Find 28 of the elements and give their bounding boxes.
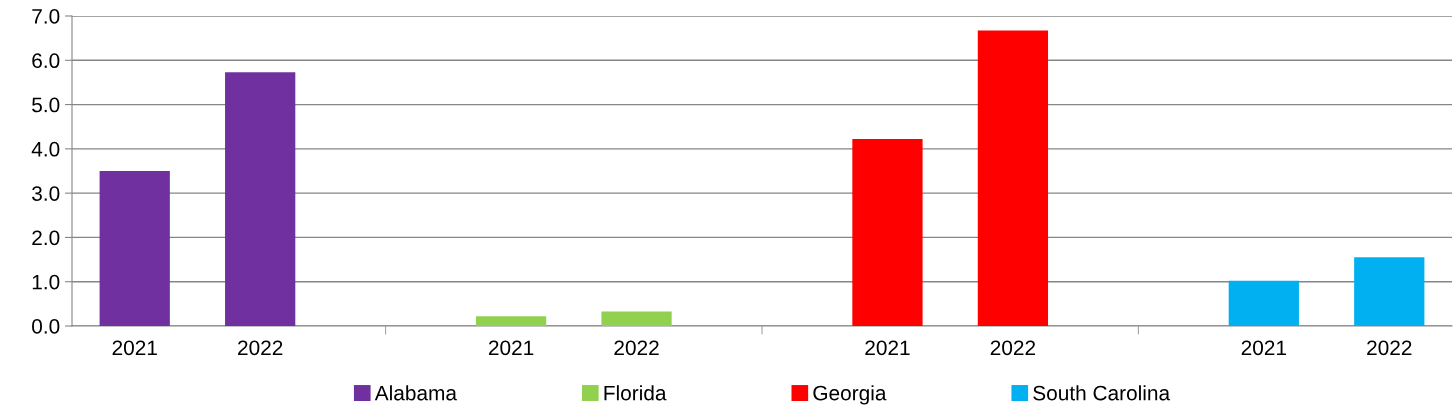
x-tick-label: 2021 — [865, 340, 910, 356]
y-tick-label: 5.0 — [32, 97, 60, 113]
y-tick-label: 6.0 — [32, 53, 60, 69]
y-tick-label: 0.0 — [32, 319, 60, 334]
y-tick-label: 4.0 — [31, 141, 60, 157]
legend-label: South Carolina — [1033, 385, 1171, 401]
y-tick-label: 3.0 — [32, 186, 60, 201]
x-tick-label: 2022 — [614, 340, 659, 356]
bar — [1228, 280, 1299, 326]
legend-label: Georgia — [813, 385, 887, 405]
y-tick-label: 2.0 — [32, 230, 60, 246]
x-tick-label: 2021 — [488, 340, 534, 356]
bar — [475, 316, 547, 326]
x-tick-label: 2022 — [1367, 340, 1412, 356]
bar — [977, 30, 1049, 326]
x-tick-label: 2021 — [1241, 340, 1286, 356]
bar — [225, 72, 296, 326]
bar — [601, 311, 672, 326]
x-tick-label: 2022 — [238, 340, 283, 356]
y-tick-label: 1.0 — [32, 274, 60, 290]
bar — [1354, 257, 1425, 326]
x-tick-label: 2022 — [990, 340, 1036, 356]
bar — [99, 171, 170, 326]
bar — [852, 139, 923, 326]
legend-label: Florida — [604, 385, 667, 401]
x-tick-label: 2021 — [112, 340, 157, 356]
y-tick-label: 7.0 — [32, 9, 60, 24]
legend-label: Alabama — [374, 385, 457, 401]
